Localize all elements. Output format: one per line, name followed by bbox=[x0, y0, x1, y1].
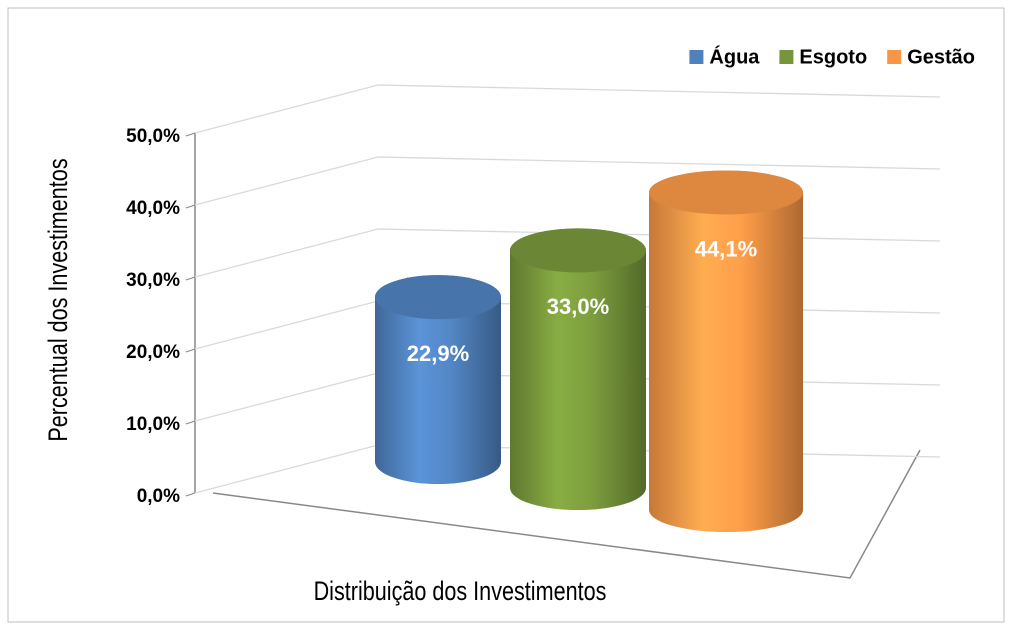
tick-mark bbox=[185, 204, 196, 209]
y-tick-label: 10,0% bbox=[126, 414, 180, 435]
legend-swatch bbox=[887, 50, 902, 64]
tick-mark bbox=[185, 492, 196, 497]
bar-top bbox=[375, 275, 501, 320]
grid-line bbox=[194, 156, 941, 206]
value-label: 22,9% bbox=[407, 341, 469, 366]
y-axis-label: Percentual dos Investimentos bbox=[44, 158, 74, 441]
x-axis-label: Distribuição dos Investimentos bbox=[314, 577, 607, 607]
y-tick-label: 30,0% bbox=[126, 270, 180, 291]
value-label: 44,1% bbox=[695, 236, 757, 261]
legend-label: Gestão bbox=[907, 46, 975, 68]
legend-label: Esgoto bbox=[799, 46, 867, 68]
tick-mark bbox=[185, 132, 196, 137]
legend-label: Água bbox=[709, 45, 760, 68]
legend-swatch bbox=[689, 50, 704, 64]
tick-mark bbox=[185, 348, 196, 353]
bar-top bbox=[510, 228, 646, 273]
chart-frame bbox=[7, 7, 1005, 623]
bar bbox=[510, 228, 646, 510]
bar bbox=[375, 275, 501, 484]
y-tick-label: 50,0% bbox=[126, 126, 180, 147]
y-tick-label: 0,0% bbox=[137, 486, 180, 507]
bar bbox=[649, 170, 803, 532]
y-tick-label: 40,0% bbox=[126, 198, 180, 219]
floor-edge bbox=[212, 449, 921, 579]
bar-top bbox=[649, 170, 803, 215]
tick-mark bbox=[185, 420, 196, 425]
value-label: 33,0% bbox=[547, 294, 609, 319]
tick-mark bbox=[185, 276, 196, 281]
y-tick-label: 20,0% bbox=[126, 342, 180, 363]
legend-swatch bbox=[779, 50, 794, 64]
grid-line bbox=[194, 84, 941, 134]
